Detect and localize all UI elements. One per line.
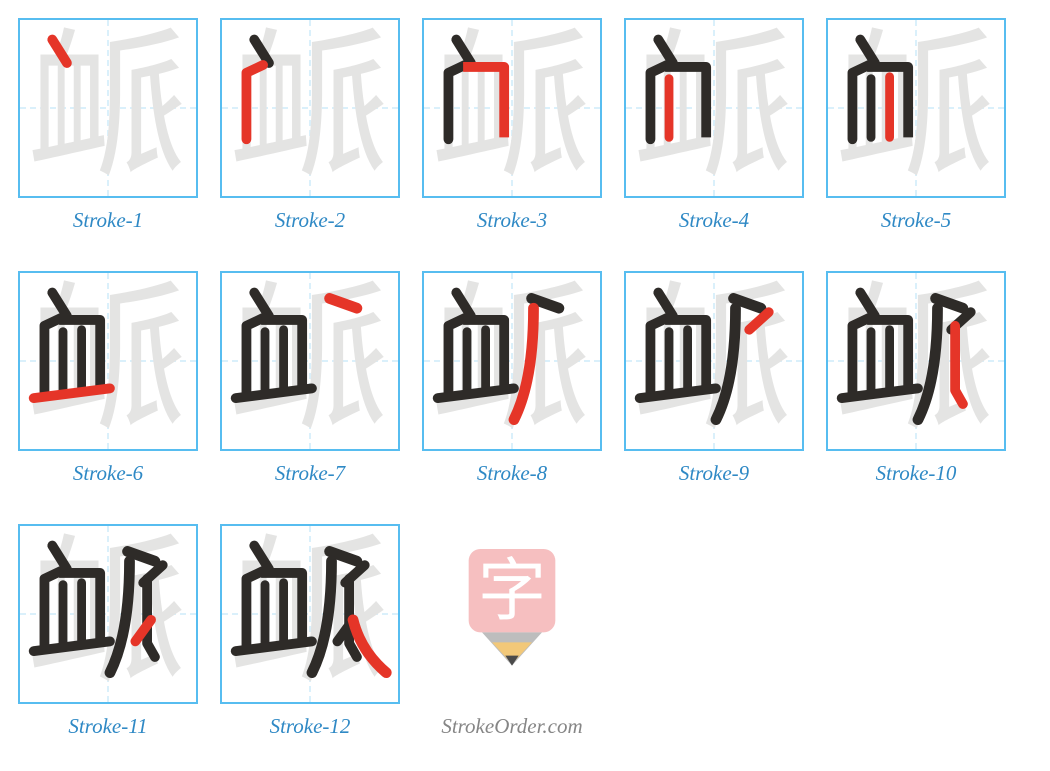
logo-wrap: 字 — [422, 524, 602, 704]
stroke-caption: Stroke-7 — [275, 461, 345, 486]
stroke-done — [650, 65, 667, 139]
stroke-tile-9: 衇 — [624, 271, 804, 451]
stroke-svg — [20, 20, 196, 196]
stroke-done — [44, 571, 61, 645]
stroke-caption: Stroke-9 — [679, 461, 749, 486]
stroke-caption: Stroke-6 — [73, 461, 143, 486]
stroke-cell-5: 衇 Stroke-5 — [826, 18, 1006, 233]
stroke-caption: Stroke-3 — [477, 208, 547, 233]
stroke-tile-10: 衇 — [826, 271, 1006, 451]
stroke-done — [254, 546, 269, 569]
stroke-done — [650, 318, 667, 392]
stroke-caption: Stroke-4 — [679, 208, 749, 233]
logo-icon: 字 — [437, 529, 587, 699]
stroke-tile-4: 衇 — [624, 18, 804, 198]
stroke-done — [658, 293, 673, 316]
stroke-done — [254, 40, 269, 63]
stroke-tile-11: 衇 — [18, 524, 198, 704]
stroke-current — [246, 65, 263, 139]
stroke-svg — [20, 273, 196, 449]
stroke-done — [860, 40, 875, 63]
stroke-cell-12: 衇 Stroke-12 — [220, 524, 400, 739]
stroke-svg — [222, 526, 398, 702]
stroke-current — [353, 620, 386, 673]
stroke-caption: Stroke-1 — [73, 208, 143, 233]
stroke-done — [52, 293, 67, 316]
stroke-svg — [828, 273, 1004, 449]
stroke-caption: Stroke-8 — [477, 461, 547, 486]
stroke-cell-1: 衇 Stroke-1 — [18, 18, 198, 233]
stroke-current — [749, 312, 769, 330]
stroke-done — [44, 318, 61, 392]
stroke-current — [52, 40, 67, 63]
stroke-done — [716, 308, 736, 419]
stroke-done — [852, 318, 869, 392]
stroke-svg — [20, 526, 196, 702]
stroke-current — [955, 326, 963, 404]
stroke-tile-3: 衇 — [422, 18, 602, 198]
stroke-done — [52, 546, 67, 569]
stroke-done — [254, 293, 269, 316]
stroke-svg — [828, 20, 1004, 196]
stroke-cell-10: 衇 Stroke-10 — [826, 271, 1006, 486]
logo-glyph: 字 — [478, 553, 546, 629]
stroke-cell-6: 衇 Stroke-6 — [18, 271, 198, 486]
stroke-tile-8: 衇 — [422, 271, 602, 451]
stroke-done — [918, 308, 938, 419]
stroke-svg — [626, 20, 802, 196]
stroke-cell-3: 衇 Stroke-3 — [422, 18, 602, 233]
stroke-svg — [424, 20, 600, 196]
stroke-tile-12: 衇 — [220, 524, 400, 704]
stroke-done — [456, 293, 471, 316]
stroke-caption: Stroke-12 — [270, 714, 351, 739]
stroke-done — [860, 293, 875, 316]
stroke-caption: Stroke-5 — [881, 208, 951, 233]
stroke-svg — [626, 273, 802, 449]
stroke-current — [330, 298, 357, 308]
stroke-cell-9: 衇 Stroke-9 — [624, 271, 804, 486]
stroke-cell-4: 衇 Stroke-4 — [624, 18, 804, 233]
stroke-done — [246, 571, 263, 645]
stroke-done — [852, 65, 869, 139]
stroke-caption: Stroke-10 — [876, 461, 957, 486]
stroke-cell-8: 衇 Stroke-8 — [422, 271, 602, 486]
stroke-caption: Stroke-11 — [68, 714, 147, 739]
stroke-tile-1: 衇 — [18, 18, 198, 198]
logo-caption: StrokeOrder.com — [441, 714, 582, 739]
stroke-tile-5: 衇 — [826, 18, 1006, 198]
stroke-svg — [222, 273, 398, 449]
stroke-done — [110, 561, 130, 672]
stroke-svg — [222, 20, 398, 196]
stroke-done — [312, 561, 332, 672]
stroke-done — [246, 318, 263, 392]
stroke-cell-11: 衇 Stroke-11 — [18, 524, 198, 739]
stroke-cell-7: 衇 Stroke-7 — [220, 271, 400, 486]
stroke-svg — [424, 273, 600, 449]
stroke-grid: 衇 Stroke-1 衇 Stroke-2 衇 Stroke-3 衇 Stroke-4 衇 Str… — [18, 18, 1032, 739]
stroke-done — [448, 318, 465, 392]
stroke-tile-6: 衇 — [18, 271, 198, 451]
stroke-done — [456, 40, 471, 63]
stroke-done — [658, 40, 673, 63]
stroke-current — [463, 67, 504, 137]
stroke-tile-7: 衇 — [220, 271, 400, 451]
stroke-cell-2: 衇 Stroke-2 — [220, 18, 400, 233]
logo-cell: 字 StrokeOrder.com — [422, 524, 602, 739]
stroke-tile-2: 衇 — [220, 18, 400, 198]
stroke-done — [448, 65, 465, 139]
stroke-current — [514, 308, 534, 419]
stroke-caption: Stroke-2 — [275, 208, 345, 233]
